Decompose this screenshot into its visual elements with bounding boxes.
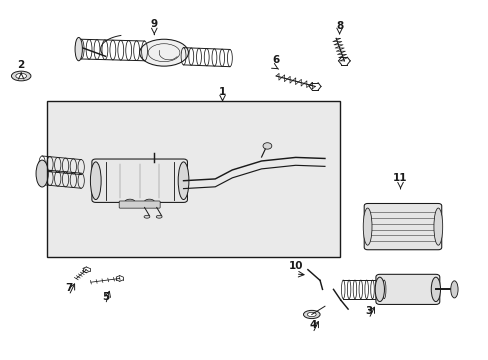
Text: 11: 11 bbox=[392, 173, 407, 183]
Ellipse shape bbox=[450, 281, 457, 298]
Bar bbox=[47, 101, 339, 257]
Text: 1: 1 bbox=[219, 87, 226, 97]
Ellipse shape bbox=[36, 160, 48, 187]
Ellipse shape bbox=[303, 310, 320, 319]
Text: 3: 3 bbox=[365, 306, 372, 316]
Text: 8: 8 bbox=[335, 21, 343, 31]
Ellipse shape bbox=[430, 277, 440, 302]
Text: 10: 10 bbox=[288, 261, 303, 271]
Ellipse shape bbox=[90, 162, 101, 199]
Text: 5: 5 bbox=[102, 292, 109, 302]
Ellipse shape bbox=[16, 73, 26, 79]
Ellipse shape bbox=[156, 215, 162, 218]
Ellipse shape bbox=[178, 162, 188, 199]
FancyBboxPatch shape bbox=[375, 274, 439, 305]
Text: 9: 9 bbox=[150, 19, 158, 29]
Ellipse shape bbox=[374, 277, 384, 302]
Ellipse shape bbox=[124, 199, 135, 206]
Ellipse shape bbox=[433, 208, 442, 245]
Ellipse shape bbox=[363, 208, 371, 245]
Ellipse shape bbox=[140, 39, 188, 66]
FancyBboxPatch shape bbox=[119, 201, 160, 208]
Text: 6: 6 bbox=[272, 55, 279, 65]
FancyBboxPatch shape bbox=[364, 203, 441, 250]
Text: 2: 2 bbox=[18, 60, 25, 70]
Ellipse shape bbox=[75, 37, 82, 61]
Ellipse shape bbox=[11, 71, 31, 81]
Bar bbox=[47, 101, 339, 257]
Ellipse shape bbox=[144, 215, 150, 218]
Ellipse shape bbox=[307, 312, 316, 317]
Text: 4: 4 bbox=[308, 320, 316, 330]
Ellipse shape bbox=[144, 199, 155, 206]
Circle shape bbox=[263, 143, 271, 149]
FancyBboxPatch shape bbox=[92, 159, 187, 202]
Text: 7: 7 bbox=[65, 283, 73, 293]
